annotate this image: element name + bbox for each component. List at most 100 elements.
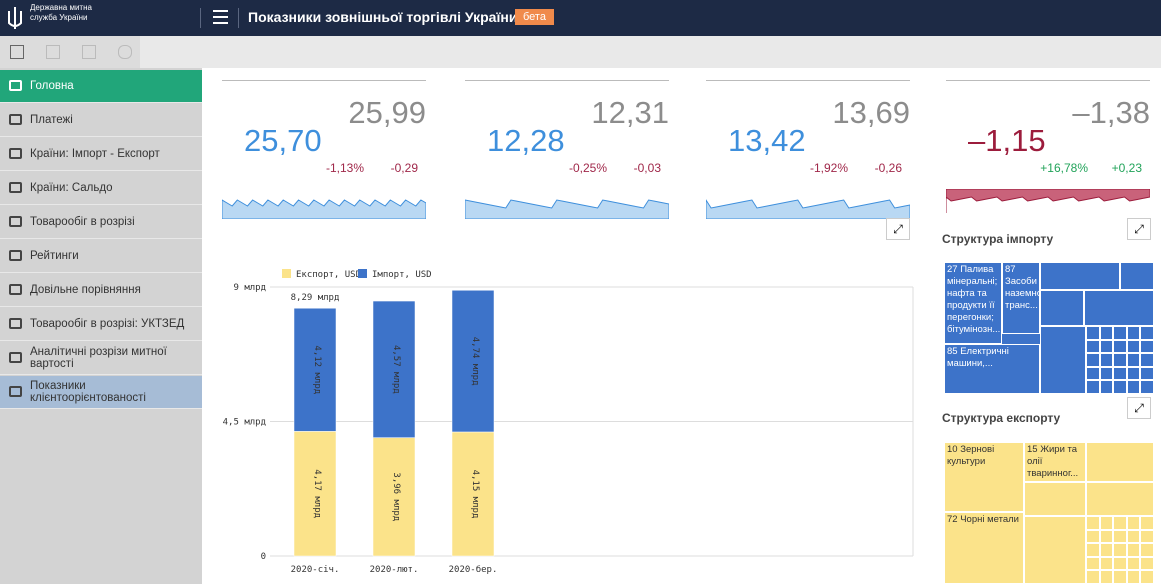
treemap-cell bbox=[1126, 380, 1141, 394]
treemap-cell bbox=[1086, 482, 1154, 516]
nav-label: Рейтинги bbox=[30, 250, 79, 262]
treemap-cell bbox=[1113, 516, 1127, 530]
treemap-cell bbox=[1086, 570, 1100, 584]
kpi-previous: 25,99 bbox=[348, 95, 426, 130]
nav-label: Головна bbox=[30, 80, 74, 92]
treemap-cell bbox=[1024, 516, 1086, 584]
kpi-change: -0,26 bbox=[874, 161, 902, 175]
treemap-cell bbox=[944, 262, 1002, 344]
bar-chart: 0 4,5 млрд 9 млрд Експорт, USD Імпорт, USD 20… bbox=[223, 269, 914, 575]
nav-item[interactable]: Аналітичні розрізи митної вартості bbox=[0, 342, 202, 375]
logo bbox=[8, 7, 22, 29]
treemap-cell bbox=[1126, 529, 1141, 544]
nav-item[interactable]: Головна bbox=[0, 70, 202, 103]
treemap-cell bbox=[1086, 556, 1100, 571]
treemap-cell bbox=[1140, 353, 1154, 367]
kpi-current: 25,70 bbox=[244, 123, 322, 158]
treemap-cell bbox=[1126, 353, 1141, 367]
legend-label: Експорт, USD bbox=[296, 270, 361, 280]
nav-icon bbox=[9, 352, 22, 363]
treemap-cell bbox=[1140, 529, 1154, 544]
treemap-label: 72 Чорні метали bbox=[947, 514, 1019, 525]
treemap-cell bbox=[1099, 326, 1114, 340]
total-label: 8,29 млрд bbox=[291, 293, 340, 303]
sparkline bbox=[222, 199, 426, 219]
kpi-card: 25,70 25,99 -1,13% -0,29 bbox=[222, 80, 426, 221]
tool-button[interactable] bbox=[82, 45, 96, 59]
treemap-cell bbox=[1140, 556, 1154, 571]
nav-item[interactable]: Товарообіг в розрізі bbox=[0, 206, 202, 239]
nav-icon bbox=[9, 386, 22, 397]
bar bbox=[372, 437, 416, 557]
nav-icon bbox=[9, 284, 22, 295]
treemap-cell bbox=[1126, 516, 1141, 530]
kpi-change-pct: -1,13% bbox=[325, 161, 364, 175]
treemap-title: Структура імпорту bbox=[942, 232, 1054, 246]
sparkline-area bbox=[222, 199, 426, 219]
nav-icon bbox=[9, 148, 22, 159]
sparkline bbox=[946, 189, 1150, 213]
sparkline bbox=[465, 199, 669, 219]
expand-button[interactable]: ⤢ bbox=[1127, 397, 1151, 419]
nav-item[interactable]: Платежі bbox=[0, 104, 202, 137]
nav-label: Платежі bbox=[30, 114, 73, 126]
treemap-cell bbox=[1140, 339, 1154, 354]
bar bbox=[293, 431, 337, 557]
nav-item[interactable]: Країни: Сальдо bbox=[0, 172, 202, 205]
treemap-cell bbox=[1126, 570, 1141, 584]
expand-button[interactable]: ⤢ bbox=[886, 218, 910, 240]
treemap-cell bbox=[1126, 366, 1141, 381]
treemap-cell bbox=[1024, 482, 1086, 516]
export-treemap: 10 Зернові культури 15 Жири та олії твари… bbox=[944, 442, 1154, 584]
treemap-cell bbox=[1099, 339, 1114, 354]
nav-icon bbox=[9, 80, 22, 91]
x-tick-label: 2020-січ. bbox=[291, 565, 340, 575]
bar bbox=[451, 290, 495, 433]
x-tick-label: 2020-бер. bbox=[449, 564, 498, 575]
treemap-cell bbox=[1086, 366, 1100, 381]
treemap-cell bbox=[1113, 556, 1127, 571]
toolbar bbox=[0, 36, 1161, 68]
kpi-change-pct: -1,92% bbox=[809, 161, 848, 175]
treemap-label: 15 Жири та олії тваринног... bbox=[1027, 444, 1079, 479]
expand-button[interactable]: ⤢ bbox=[1127, 218, 1151, 240]
treemap-cell bbox=[1099, 556, 1114, 571]
nav-item[interactable]: Країни: Імпорт - Експорт bbox=[0, 138, 202, 171]
nav-item[interactable]: Довільне порівняння bbox=[0, 274, 202, 307]
treemap-cell bbox=[1099, 570, 1114, 584]
value-label: 4,74 млрд bbox=[470, 337, 480, 386]
app-title: Показники зовнішньої торгівлі України bbox=[248, 9, 518, 25]
treemap-cell bbox=[1086, 353, 1100, 367]
treemap-cell bbox=[1040, 262, 1120, 290]
nav-item[interactable]: Рейтинги bbox=[0, 240, 202, 273]
treemap-cell bbox=[944, 442, 1024, 512]
nav-item[interactable]: Показники клієнтоорієнтованості bbox=[0, 376, 202, 409]
value-label: 4,57 млрд bbox=[391, 345, 401, 394]
treemap-cell bbox=[1113, 543, 1127, 557]
menu-button[interactable] bbox=[213, 10, 228, 24]
treemap-cell bbox=[1024, 442, 1086, 482]
treemap-cell bbox=[1113, 326, 1127, 340]
treemap-cell bbox=[1140, 516, 1154, 530]
treemap-cell bbox=[1126, 556, 1141, 571]
treemap-cell bbox=[1099, 366, 1114, 381]
legend-swatch bbox=[282, 269, 291, 278]
tool-button[interactable] bbox=[10, 45, 24, 59]
nav-icon bbox=[9, 250, 22, 261]
nav-label: Показники клієнтоорієнтованості bbox=[30, 380, 146, 404]
treemap-cell bbox=[1099, 516, 1114, 530]
tool-button[interactable] bbox=[118, 45, 132, 59]
treemap-cell bbox=[1126, 326, 1141, 340]
treemap-cell bbox=[1113, 353, 1127, 367]
x-tick-label: 2020-лют. bbox=[370, 565, 419, 575]
kpi-current: 12,28 bbox=[487, 123, 565, 158]
y-tick-label: 9 млрд bbox=[233, 283, 266, 293]
treemap-cell bbox=[1099, 353, 1114, 367]
tool-button[interactable] bbox=[46, 45, 60, 59]
sparkline-area bbox=[465, 199, 669, 219]
treemap-cell bbox=[1099, 529, 1114, 544]
nav-item[interactable]: Товарообіг в розрізі: УКТЗЕД bbox=[0, 308, 202, 341]
nav-icon bbox=[9, 114, 22, 125]
sidebar: Головна Платежі Країни: Імпорт - Експорт Кр… bbox=[0, 68, 202, 584]
treemap-cell bbox=[1113, 339, 1127, 354]
